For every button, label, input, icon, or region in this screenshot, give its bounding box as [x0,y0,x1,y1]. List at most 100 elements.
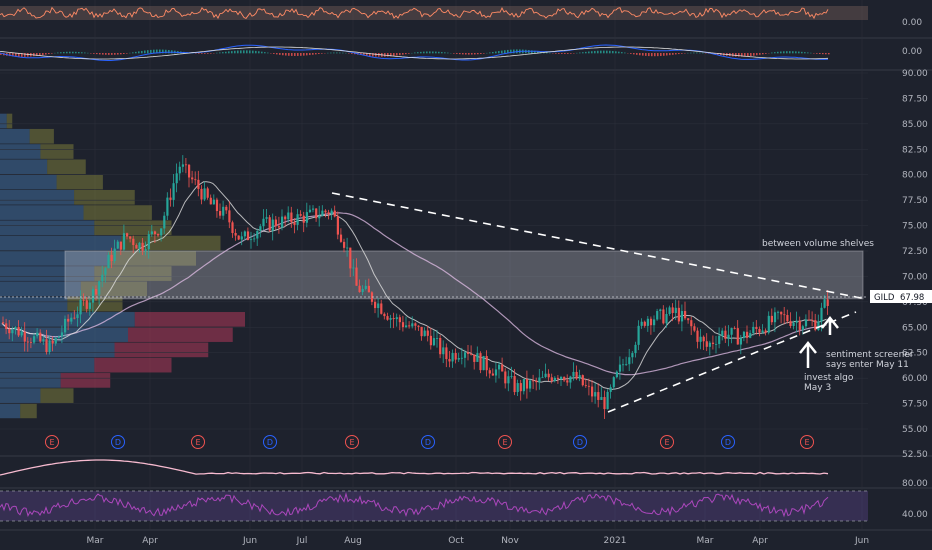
time-axis-label: Oct [448,536,464,546]
macd-histogram-bar [276,53,278,55]
macd-histogram-bar [714,53,716,55]
price-tick-label: 82.50 [902,145,928,155]
candle-body [57,336,60,338]
candle-body [646,318,649,326]
candle-body [767,315,770,333]
macd-histogram-bar [735,53,737,57]
macd-histogram-bar [117,53,119,55]
volume-profile-bar-down [128,327,233,342]
macd-histogram-bar [9,53,11,57]
macd-histogram-bar [771,52,773,54]
candle-body [572,371,575,377]
candle-body [290,212,293,223]
volume-profile-bar-up [0,296,68,312]
volume-profile-bar-up [0,342,115,358]
candle-body [808,319,811,321]
candle-body [200,188,203,200]
macd-histogram-bar [24,53,26,57]
candle-body [222,206,225,216]
candle-body [271,219,274,231]
macd-histogram-bar [531,50,533,54]
macd-histogram-bar [153,49,155,54]
volume-profile-bar-up [0,220,95,236]
macd-histogram-bar [309,53,311,56]
macd-histogram-bar [654,53,656,57]
candle-body [206,188,209,198]
time-axis-label: Jun [854,536,869,546]
macd-pane: 0.00 [0,44,922,61]
macd-histogram-bar [567,53,569,54]
candle-body [625,364,628,365]
macd-histogram-bar [342,52,344,54]
candle-body [262,218,265,227]
candle-body [23,331,26,342]
macd-histogram-bar [828,53,830,55]
macd-histogram-bar [789,51,791,54]
macd-histogram-bar [45,53,47,55]
candle-body [321,210,324,216]
invest-algo-line1: invest algo [804,373,854,383]
candle-body [343,241,346,248]
macd-histogram-bar [294,53,296,56]
macd-histogram-bar [492,52,494,54]
macd-histogram-bar [633,53,635,55]
candle-body [817,321,820,330]
macd-histogram-bar [603,50,605,54]
candle-body [14,326,17,330]
candle-body [215,199,219,212]
candle-body [333,210,336,217]
candle-body [504,371,507,384]
candle-body [488,370,491,374]
price-tick-label: 70.00 [902,272,928,282]
sentiment-line2: says enter May 11 [826,360,909,370]
candle-body [116,241,119,249]
volume-profile-bar-up [0,403,21,419]
event-marker-label: E [195,438,200,447]
macd-histogram-bar [219,52,221,54]
macd-histogram-bar [738,53,740,57]
macd-histogram-bar [453,53,455,54]
macd-histogram-bar [594,50,596,54]
macd-histogram-bar [369,53,371,57]
macd-histogram-bar [252,50,254,54]
macd-histogram-bar [636,53,638,55]
candle-body [637,325,640,345]
macd-histogram-bar [675,53,677,55]
volume-profile-bar-down [60,373,111,388]
candle-body [175,173,178,184]
candle-body [587,385,591,387]
macd-histogram-bar [132,52,134,54]
candle-body [746,331,749,338]
event-marker [345,435,359,449]
macd-histogram-bar [822,53,824,55]
candle-body [730,328,733,335]
candle-body [659,309,662,312]
time-axis: Mar Apr Jun Jul Aug Oct Nov 2021 Mar Apr Jun [87,536,870,546]
macd-histogram-bar [144,50,146,54]
candle-body [597,392,600,400]
macd-histogram-bar [498,51,500,54]
macd-histogram-bar [429,51,431,54]
macd-histogram-bar [261,51,263,54]
candle-body [231,222,234,234]
candle-body [95,289,98,295]
macd-histogram-bar [21,53,23,57]
macd-histogram-bar [753,53,755,56]
candle-body [513,376,516,393]
macd-histogram-bar [648,53,650,57]
event-marker-label: D [577,438,583,447]
candle-body [485,356,488,371]
event-marker [721,435,735,449]
macd-histogram-bar [255,50,257,54]
macd-histogram-bar [504,50,506,54]
event-marker-label: E [502,438,507,447]
macd-histogram-bar [372,53,374,57]
candle-body [405,325,408,328]
candle-body [8,328,11,334]
candle-body [129,236,132,239]
macd-histogram-bar [306,53,308,56]
event-marker-label: D [725,438,731,447]
candle-body [20,331,23,336]
